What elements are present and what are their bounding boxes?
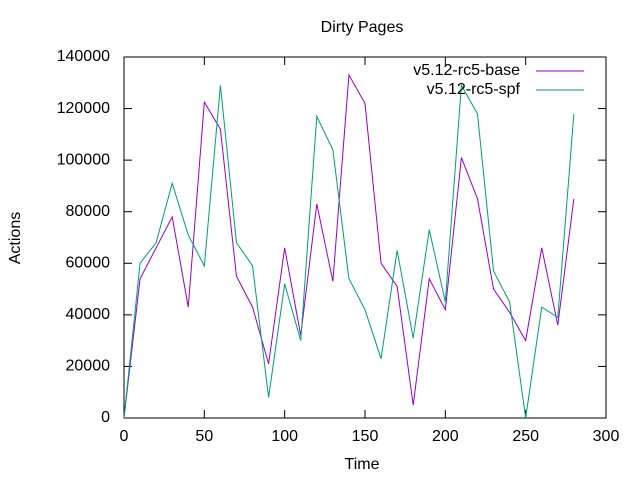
x-tick-label: 100 — [271, 428, 298, 445]
y-tick-label: 20000 — [66, 358, 111, 375]
series-line — [123, 83, 575, 419]
y-tick-label: 0 — [101, 409, 110, 426]
legend-label: v5.12-rc5-base — [413, 62, 520, 79]
x-axis-label: Time — [345, 456, 380, 473]
x-tick-label: 250 — [512, 428, 539, 445]
x-tick-label: 150 — [352, 428, 379, 445]
legend-label: v5.12-rc5-spf — [427, 81, 521, 98]
chart-title: Dirty Pages — [321, 19, 404, 36]
y-axis-label: Actions — [7, 212, 24, 264]
series-line — [123, 73, 575, 419]
y-tick-label: 60000 — [66, 255, 111, 272]
x-tick-label: 300 — [593, 428, 620, 445]
x-tick-label: 0 — [120, 428, 129, 445]
y-tick-label: 100000 — [57, 151, 110, 168]
x-tick-label: 200 — [432, 428, 459, 445]
y-tick-label: 140000 — [57, 48, 110, 65]
x-tick-label: 50 — [195, 428, 213, 445]
y-tick-label: 120000 — [57, 100, 110, 117]
y-tick-label: 40000 — [66, 306, 111, 323]
y-tick-label: 80000 — [66, 203, 111, 220]
